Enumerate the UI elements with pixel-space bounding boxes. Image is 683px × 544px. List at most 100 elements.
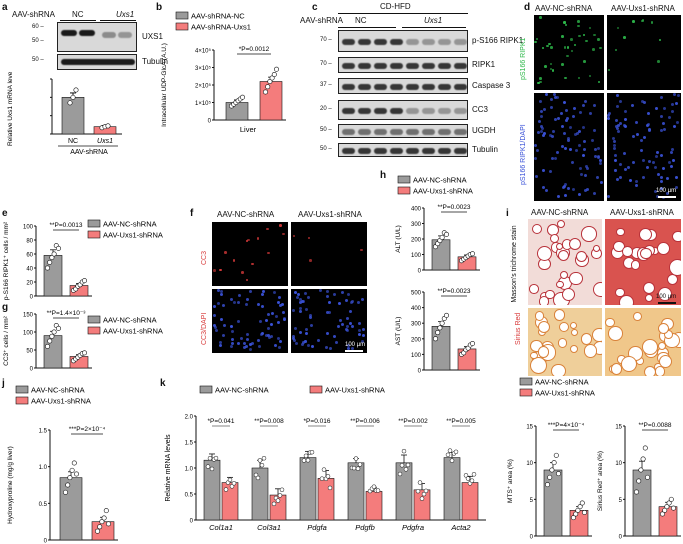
lipid-droplet bbox=[642, 339, 658, 355]
cell-dot bbox=[212, 323, 216, 327]
lipid-droplet bbox=[557, 220, 566, 229]
micrograph bbox=[534, 93, 604, 201]
blot-band bbox=[390, 63, 403, 69]
blot-band bbox=[358, 148, 371, 154]
lipid-droplet bbox=[561, 287, 576, 302]
cell-dot bbox=[537, 119, 541, 123]
cell-dot bbox=[325, 289, 329, 293]
cell-dot bbox=[257, 338, 261, 342]
cell-dot bbox=[593, 103, 597, 107]
cell-dot bbox=[265, 333, 269, 337]
y-tick-label: 0 bbox=[44, 539, 48, 544]
y-tick-label: 500 bbox=[411, 291, 422, 297]
cell-dot bbox=[550, 134, 554, 138]
cell-dot bbox=[657, 60, 660, 63]
legend-label: AAV-Uxs1-shRNA bbox=[325, 386, 385, 395]
panel-a-mw: 60 – bbox=[32, 24, 44, 30]
blot-band bbox=[454, 129, 467, 135]
cell-dot bbox=[346, 347, 350, 351]
panel-c-lane-nc: NC bbox=[355, 16, 367, 25]
cell-dot bbox=[279, 303, 283, 307]
cell-dot bbox=[265, 318, 269, 322]
cell-dot bbox=[237, 300, 241, 304]
cell-dot bbox=[300, 342, 304, 346]
cell-dot bbox=[292, 309, 296, 313]
cell-dot bbox=[668, 115, 672, 119]
y-tick-label: 150 bbox=[23, 313, 34, 319]
cell-dot bbox=[566, 187, 570, 191]
cell-dot bbox=[641, 19, 644, 23]
blot-band bbox=[438, 108, 451, 114]
cell-dot bbox=[607, 68, 611, 72]
cell-dot bbox=[559, 112, 563, 116]
data-point bbox=[49, 254, 55, 260]
cell-dot bbox=[552, 129, 556, 133]
cell-dot bbox=[592, 48, 595, 51]
cell-dot bbox=[599, 46, 602, 50]
cell-dot bbox=[563, 21, 566, 24]
cell-dot bbox=[360, 340, 364, 344]
cell-dot bbox=[273, 343, 277, 347]
cell-dot bbox=[629, 179, 633, 183]
cell-dot bbox=[592, 191, 596, 195]
cell-dot bbox=[563, 46, 567, 49]
cell-dot bbox=[328, 347, 332, 351]
p-value: *P=0.0012 bbox=[239, 46, 270, 53]
cell-dot bbox=[665, 192, 669, 196]
panel-i-chart: AAV-NC-shRNA AAV-Uxs1-shRNA 0 5 10 15 ***P=4×1… bbox=[507, 378, 681, 541]
x-tick-label: NC bbox=[68, 138, 78, 145]
cell-dot bbox=[578, 192, 582, 196]
bar-nc bbox=[395, 462, 413, 521]
cell-dot bbox=[660, 129, 664, 133]
blot-band bbox=[358, 129, 371, 135]
legend-swatch-nc bbox=[87, 315, 101, 324]
cell-dot bbox=[627, 166, 631, 170]
lipid-droplet bbox=[557, 338, 568, 348]
data-point bbox=[55, 325, 61, 331]
cell-dot bbox=[624, 118, 628, 121]
cell-dot bbox=[574, 149, 578, 153]
cell-dot bbox=[573, 43, 577, 47]
cell-dot bbox=[277, 296, 281, 300]
cell-dot bbox=[230, 337, 234, 341]
legend-label: AAV-Uxs1-shRNA bbox=[31, 397, 91, 406]
cell-dot bbox=[623, 36, 626, 39]
cell-dot bbox=[277, 321, 281, 325]
data-point bbox=[403, 467, 409, 472]
data-point bbox=[405, 462, 411, 468]
y-tick-label: 1.5 bbox=[185, 441, 194, 447]
data-point bbox=[321, 467, 327, 472]
cell-dot bbox=[577, 20, 580, 23]
cell-dot bbox=[279, 224, 282, 227]
panel-f-scale: 100 µm bbox=[345, 342, 366, 348]
cell-dot bbox=[292, 336, 296, 340]
lipid-droplet bbox=[654, 366, 666, 376]
cell-dot bbox=[556, 117, 560, 121]
cell-dot bbox=[534, 157, 538, 161]
cell-dot bbox=[541, 46, 545, 50]
cell-dot bbox=[224, 251, 227, 254]
data-point bbox=[553, 452, 559, 458]
cell-dot bbox=[656, 194, 660, 198]
blot-band bbox=[390, 148, 403, 154]
bar-uxs1 bbox=[259, 81, 283, 121]
cell-dot bbox=[577, 144, 581, 148]
data-point bbox=[49, 333, 55, 339]
cell-dot bbox=[549, 67, 553, 71]
data-point bbox=[255, 475, 261, 481]
cell-dot bbox=[219, 292, 223, 296]
data-point bbox=[642, 445, 648, 451]
cell-dot bbox=[593, 147, 597, 151]
blot-band bbox=[374, 39, 387, 45]
cell-dot bbox=[222, 323, 226, 327]
data-point bbox=[371, 484, 377, 489]
lipid-droplet bbox=[581, 226, 597, 242]
data-point bbox=[636, 478, 642, 484]
y-tick-label: 20 bbox=[26, 281, 33, 287]
cell-dot bbox=[360, 298, 364, 302]
cell-dot bbox=[273, 290, 277, 294]
y-tick-label: 15 bbox=[615, 425, 622, 431]
cell-dot bbox=[245, 278, 249, 282]
panel-i-letter: i bbox=[506, 208, 509, 219]
cell-dot bbox=[554, 118, 558, 122]
